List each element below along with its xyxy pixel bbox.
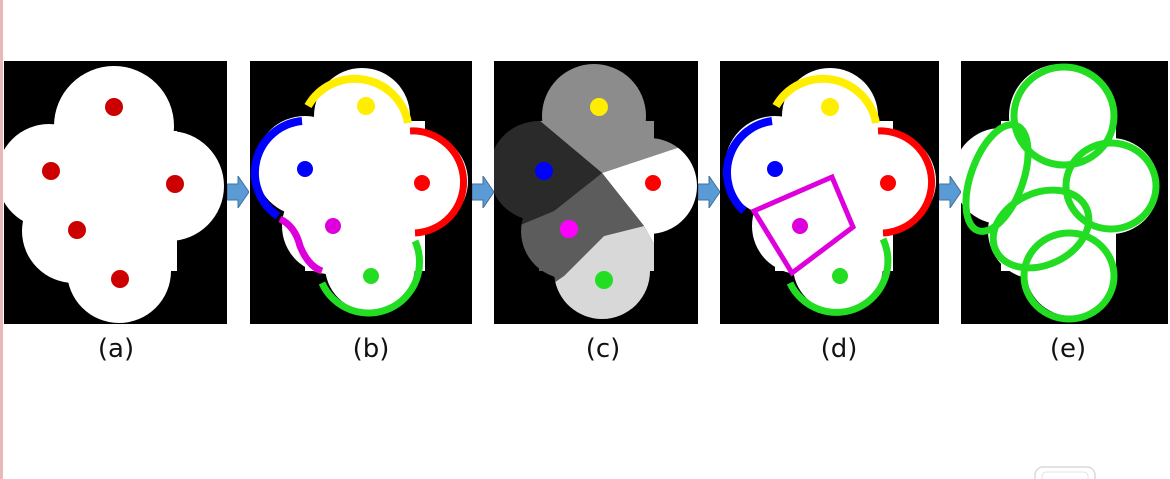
seed-point bbox=[68, 221, 86, 239]
yellow-contour bbox=[304, 74, 412, 124]
caption-c: (c) bbox=[585, 334, 621, 364]
panel-d bbox=[720, 61, 939, 324]
panel-c bbox=[494, 61, 698, 324]
right-arrow-icon bbox=[227, 176, 249, 208]
panel-b bbox=[250, 61, 472, 324]
magenta-seed bbox=[325, 218, 341, 234]
caption-b: (b) bbox=[352, 334, 390, 364]
red-seed bbox=[645, 175, 661, 191]
caption-a: (a) bbox=[97, 334, 135, 364]
green-ellipse bbox=[962, 121, 1032, 235]
left-edge-strip bbox=[0, 0, 3, 479]
panel-e bbox=[961, 61, 1168, 324]
seed-point bbox=[42, 162, 60, 180]
watermark-badge bbox=[1034, 466, 1096, 479]
right-arrow-icon bbox=[472, 176, 494, 208]
panel-c-image bbox=[494, 64, 697, 319]
right-arrow-icon bbox=[698, 176, 720, 208]
green-ellipse bbox=[1010, 63, 1118, 169]
red-contour bbox=[877, 127, 936, 237]
green-ellipse bbox=[1062, 139, 1160, 233]
magenta-seed bbox=[792, 218, 808, 234]
panel-d-image bbox=[723, 68, 936, 316]
green-ellipse bbox=[1020, 229, 1118, 323]
green-seed bbox=[595, 271, 613, 289]
yellow-seed bbox=[590, 98, 608, 116]
panel-a-image bbox=[4, 66, 224, 323]
blue-contour bbox=[250, 117, 303, 220]
green-seed bbox=[832, 268, 848, 284]
red-seed bbox=[414, 175, 430, 191]
blue-seed bbox=[297, 161, 313, 177]
panel-e-image bbox=[961, 63, 1160, 323]
green-ellipse bbox=[989, 186, 1093, 272]
yellow-contour bbox=[772, 74, 880, 124]
seed-point bbox=[111, 270, 129, 288]
magenta-contour bbox=[278, 215, 324, 275]
blue-seed bbox=[767, 161, 783, 177]
magenta-seed bbox=[560, 220, 578, 238]
red-seed bbox=[880, 175, 896, 191]
red-contour bbox=[409, 127, 468, 237]
green-contour bbox=[786, 237, 892, 316]
magenta-polygon bbox=[750, 173, 857, 277]
blue-seed bbox=[535, 162, 553, 180]
green-seed bbox=[363, 268, 379, 284]
yellow-seed bbox=[821, 98, 839, 116]
seed-point bbox=[166, 175, 184, 193]
panel-a bbox=[4, 61, 227, 324]
right-arrow-icon bbox=[939, 176, 961, 208]
green-contour bbox=[318, 239, 423, 317]
caption-d: (d) bbox=[820, 334, 858, 364]
yellow-seed bbox=[357, 97, 375, 115]
blue-contour bbox=[723, 117, 773, 214]
panel-b-image bbox=[250, 68, 468, 317]
caption-e: (e) bbox=[1049, 334, 1087, 364]
seed-point bbox=[105, 98, 123, 116]
